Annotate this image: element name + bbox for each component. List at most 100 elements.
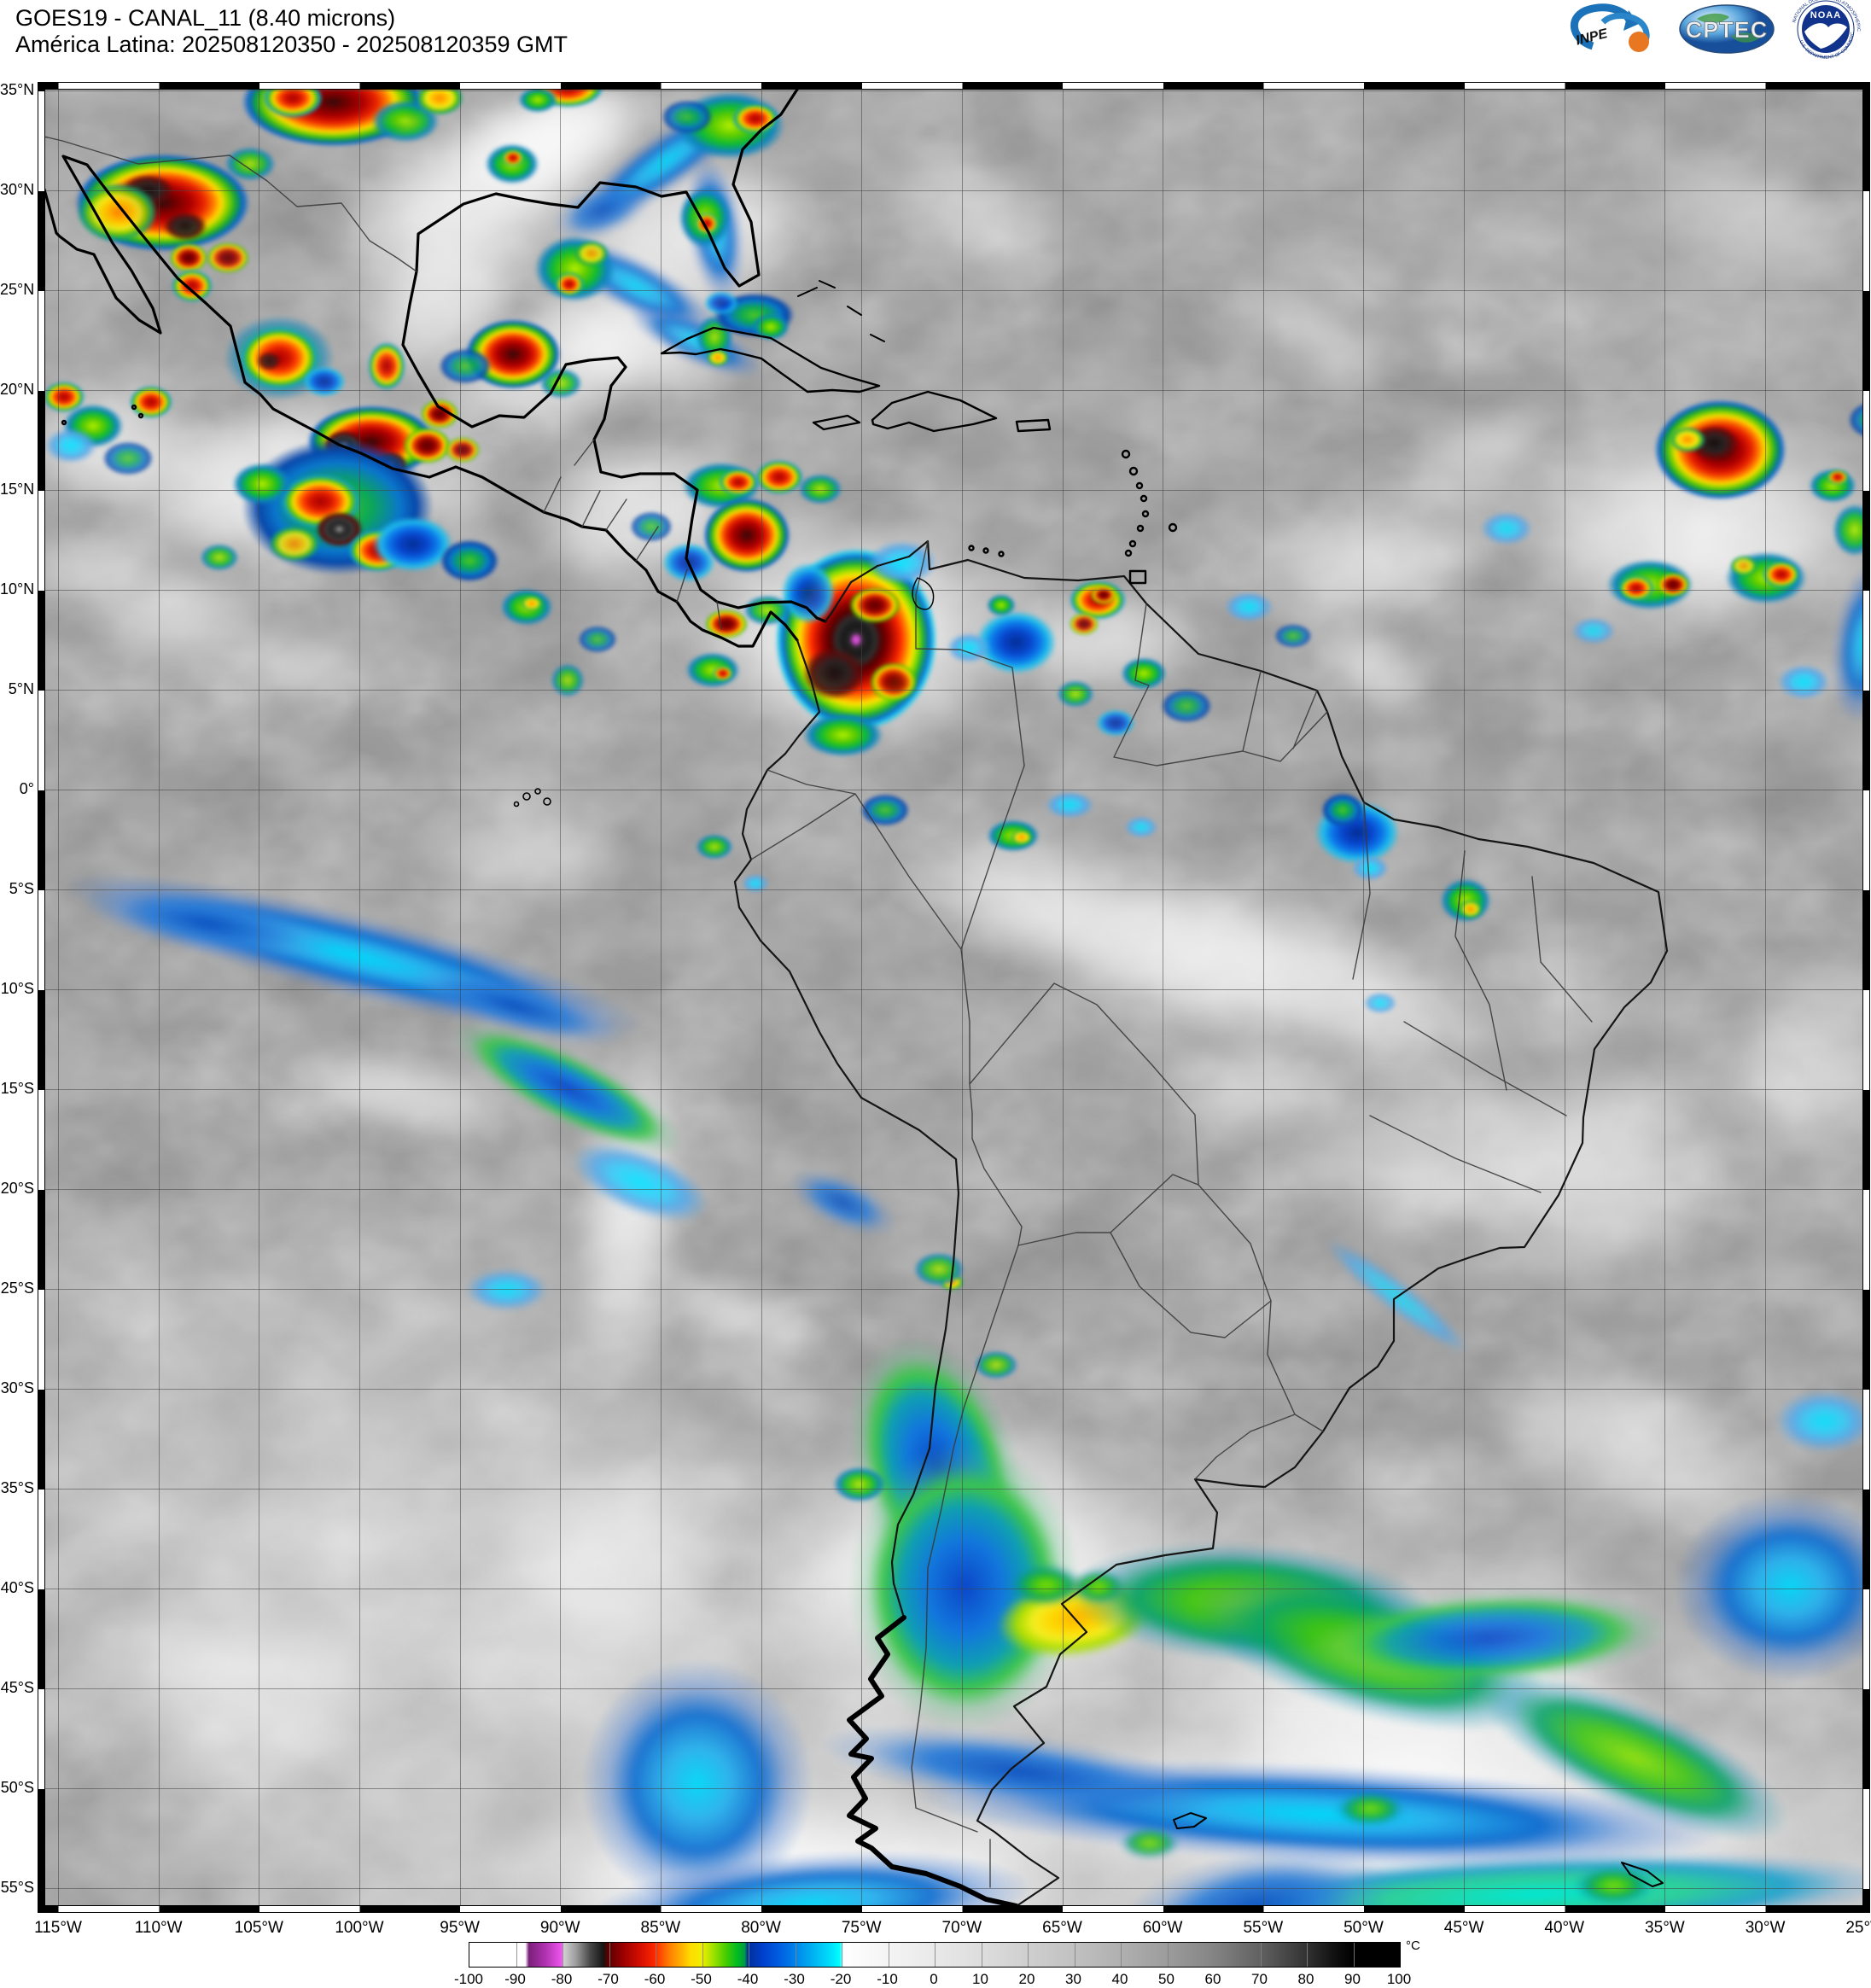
product-title: GOES19 - CANAL_11 (8.40 microns) (15, 5, 396, 31)
latitude-label: 10°N (0, 580, 35, 598)
map-frame-right (1862, 83, 1869, 1912)
longitude-label: 30°W (1745, 1919, 1786, 1937)
longitude-label: 65°W (1042, 1919, 1082, 1937)
longitude-label: 45°W (1443, 1919, 1484, 1937)
latitude-label: 5°S (9, 880, 34, 897)
colorbar-tick-label: -30 (784, 1971, 805, 1987)
longitude-label: 95°W (440, 1919, 480, 1937)
cuba-outline (660, 326, 881, 394)
colorbar-tick (1121, 1943, 1122, 1967)
island-outlines (61, 280, 1664, 1887)
colorbar-tick (1353, 1943, 1355, 1967)
colorbar-tick-label: 30 (1065, 1971, 1081, 1987)
inpe-logo: INPE (1564, 2, 1668, 61)
longitude-label: 85°W (640, 1919, 681, 1937)
colorbar-tick-label: 0 (930, 1971, 938, 1987)
colorbar-tick-label: 100 (1386, 1971, 1412, 1987)
longitude-label: 55°W (1243, 1919, 1284, 1937)
map-frame-top (38, 83, 1869, 90)
coastline-south-america-east (824, 539, 1669, 1908)
cptec-logo: CPTEC (1678, 3, 1775, 59)
longitude-label: 100°W (335, 1919, 384, 1937)
latitude-label: 15°N (0, 481, 35, 498)
latitude-label: 40°S (0, 1579, 34, 1596)
longitude-label: 75°W (841, 1919, 882, 1937)
colorbar-tick (1167, 1943, 1169, 1967)
latitude-label: 20°S (0, 1180, 34, 1197)
temperature-colorbar (469, 1942, 1401, 1968)
longitude-label: 90°W (539, 1919, 580, 1937)
noaa-logo: NOAA NATIONAL OCEANIC AND ATMOSPHERIC AD… (1784, 0, 1866, 63)
colorbar-tick-label: -90 (504, 1971, 526, 1987)
longitude-label: 105°W (234, 1919, 283, 1937)
noaa-logo-text: NOAA (1810, 10, 1841, 20)
longitude-label: 70°W (941, 1919, 982, 1937)
latitude-label: 5°N (8, 680, 34, 697)
latitude-label: 30°S (0, 1379, 34, 1396)
coastline-south-america-west (733, 638, 960, 1619)
colorbar-tick-label: 50 (1158, 1971, 1174, 1987)
colorbar-tick (1028, 1943, 1029, 1967)
longitude-label: 60°W (1142, 1919, 1183, 1937)
falklands-outline (1173, 1812, 1207, 1829)
latitude-label: 50°S (0, 1779, 34, 1796)
latitude-label: 0° (19, 780, 34, 797)
colorbar-tick (1260, 1943, 1262, 1967)
noaa-gull-icon (1804, 22, 1847, 49)
colorbar-tick-label: -60 (644, 1971, 666, 1987)
coastline-overlay (38, 83, 1669, 1909)
longitude-label: 110°W (134, 1919, 183, 1937)
colorbar-tick (562, 1943, 563, 1967)
border-lines (38, 135, 1593, 1888)
latitude-label: 30°N (0, 181, 35, 198)
colorbar-tick-label: 10 (972, 1971, 988, 1987)
latitude-label: 25°N (0, 281, 35, 298)
latitude-label: 45°S (0, 1679, 34, 1696)
colorbar-tick (1214, 1943, 1215, 1967)
colorbar-unit: °C (1406, 1938, 1420, 1953)
longitude-label: 80°W (741, 1919, 781, 1937)
longitude-label: 25°W (1845, 1919, 1871, 1937)
colorbar-tick-label: 60 (1204, 1971, 1221, 1987)
colorbar-tick (609, 1943, 610, 1967)
colorbar-tick-label: -40 (737, 1971, 759, 1987)
longitude-label: 35°W (1645, 1919, 1685, 1937)
revillagigedo-islands (61, 419, 67, 426)
colorbar-tick-label: -70 (597, 1971, 619, 1987)
colorbar-tick-label: 40 (1111, 1971, 1128, 1987)
latitude-label: 35°N (0, 81, 35, 98)
map-frame-left (38, 83, 45, 1912)
south-georgia-outline (1621, 1862, 1664, 1887)
longitude-label: 115°W (34, 1919, 82, 1937)
header: GOES19 - CANAL_11 (8.40 microns) América… (15, 5, 568, 58)
longitude-label: 40°W (1544, 1919, 1585, 1937)
longitude-label: 50°W (1344, 1919, 1384, 1937)
galapagos-outline (513, 788, 551, 807)
colorbar-tick-label: 20 (1018, 1971, 1035, 1987)
colorbar-tick-label: 80 (1297, 1971, 1314, 1987)
trinidad-outline (1128, 569, 1147, 585)
inpe-orange-dot-icon (1629, 31, 1649, 52)
map-frame-bottom (38, 1905, 1869, 1912)
coastline-mexico (38, 154, 799, 648)
bahamas-outline (797, 280, 885, 342)
colorbar-tick (935, 1943, 936, 1967)
hispaniola-outline (871, 390, 998, 433)
puerto-rico-outline (1015, 418, 1052, 433)
colorbar-tick (1307, 1943, 1308, 1967)
colorbar-tick (516, 1943, 517, 1967)
cptec-logo-text: CPTEC (1686, 17, 1769, 43)
colorbar-tick-label: -80 (551, 1971, 573, 1987)
latitude-label: 25°S (0, 1280, 34, 1297)
colorbar-tick-label: 70 (1251, 1971, 1268, 1987)
colorbar-tick (702, 1943, 703, 1967)
latitude-label: 10°S (0, 980, 34, 997)
satellite-map (38, 82, 1870, 1913)
colorbar-tick-label: -100 (453, 1971, 484, 1987)
latitude-label: 55°S (0, 1879, 34, 1896)
cptec-globe-icon (1697, 13, 1729, 23)
product-subtitle: América Latina: 202508120350 - 202508120… (15, 32, 568, 57)
latitude-label: 20°N (0, 381, 35, 398)
coastline-chile-fjords (847, 1615, 1019, 1909)
